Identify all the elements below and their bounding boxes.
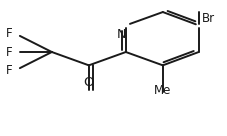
- Text: N: N: [117, 28, 126, 41]
- Text: F: F: [6, 46, 13, 58]
- Text: F: F: [6, 27, 13, 40]
- Text: Br: Br: [202, 12, 215, 25]
- Text: F: F: [6, 64, 13, 77]
- Text: O: O: [84, 76, 94, 89]
- Text: Me: Me: [154, 84, 172, 97]
